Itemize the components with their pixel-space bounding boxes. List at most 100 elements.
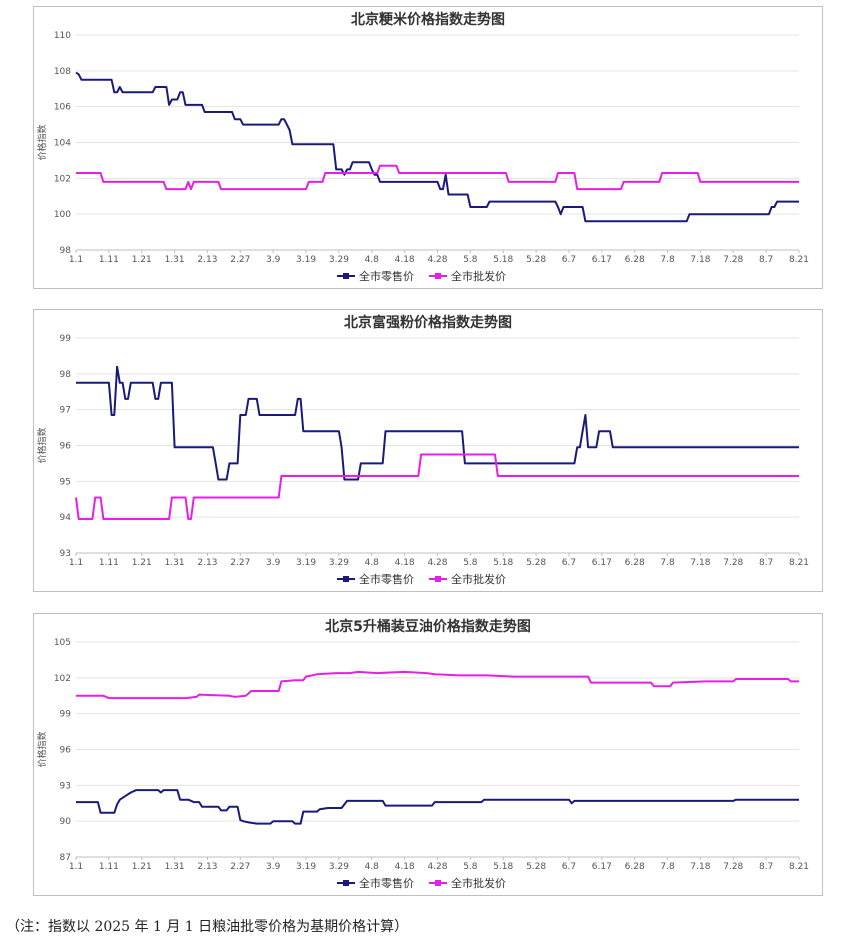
x-tick-label: 8.7 [759,255,773,265]
legend-swatch-marker [435,576,441,582]
x-tick-label: 3.29 [329,558,349,568]
x-tick-label: 8.7 [759,558,773,568]
x-tick-label: 4.18 [395,862,415,872]
x-tick-label: 7.18 [690,255,710,265]
x-tick-label: 4.8 [365,558,380,568]
series-line-wholesale [76,164,799,191]
legend-swatch-marker [435,273,441,279]
x-tick-label: 8.7 [759,862,773,872]
x-tick-label: 2.27 [230,255,250,265]
soybean-oil-price-index-chart: 北京5升桶装豆油价格指数走势图 87 90 93 96 99 102 105 1.1 1.11 1.… [33,613,823,896]
x-tick-label: 6.7 [562,862,576,872]
y-tick-label: 108 [54,67,71,77]
y-tick-label: 110 [54,31,71,41]
legend-label: 全市批发价 [451,876,506,890]
x-tick-label: 5.28 [526,558,546,568]
x-tick-label: 1.21 [132,862,152,872]
x-tick-label: 8.21 [789,558,809,568]
x-tick-label: 7.28 [723,255,743,265]
chart-title: 北京粳米价格指数走势图 [351,11,505,28]
y-tick-label: 93 [60,781,71,791]
x-tick-label: 2.13 [197,558,217,568]
x-tick-label: 8.21 [789,862,809,872]
legend-swatch-marker [343,576,349,582]
x-tick-label: 4.28 [427,558,447,568]
x-tick-label: 5.28 [526,862,546,872]
x-tick-label: 1.31 [165,558,185,568]
legend-label: 全市零售价 [359,876,414,890]
x-tick-label: 7.8 [660,558,675,568]
x-tick-label: 6.17 [592,558,612,568]
x-tick-label: 7.18 [690,558,710,568]
x-tick-label: 3.19 [296,558,316,568]
x-tick-label: 5.8 [463,255,478,265]
x-tick-label: 5.8 [463,862,478,872]
x-tick-label: 7.28 [723,558,743,568]
y-tick-label: 96 [60,746,72,756]
x-tick-label: 5.18 [493,862,513,872]
y-tick-label: 98 [60,370,72,380]
legend-swatch-marker [435,880,441,886]
x-tick-label: 7.8 [660,255,675,265]
x-tick-label: 3.9 [266,558,281,568]
y-tick-label: 94 [60,513,72,523]
series-line-retail [76,365,799,481]
legend-label: 全市批发价 [451,572,506,586]
x-tick-label: 7.18 [690,862,710,872]
x-tick-label: 4.18 [395,255,415,265]
x-tick-label: 4.28 [427,862,447,872]
x-tick-label: 2.27 [230,862,250,872]
y-tick-label: 104 [54,139,71,149]
y-tick-label: 87 [60,853,71,863]
x-tick-label: 5.18 [493,558,513,568]
legend-label: 全市零售价 [359,572,414,586]
y-tick-label: 102 [54,174,71,184]
y-tick-label: 100 [54,210,71,220]
y-tick-label: 98 [60,246,72,256]
rice-price-index-chart: 北京粳米价格指数走势图 98 100 102 104 106 108 110 1.1 1.11 1.… [33,6,823,289]
x-tick-label: 1.1 [69,558,83,568]
x-tick-label: 4.8 [365,255,380,265]
x-tick-label: 7.28 [723,862,743,872]
x-tick-label: 6.7 [562,558,576,568]
y-axis-label: 价格指数 [36,427,48,463]
x-tick-label: 3.29 [329,862,349,872]
legend-label: 全市零售价 [359,269,414,283]
x-tick-label: 1.21 [132,255,152,265]
legend-label: 全市批发价 [451,269,506,283]
x-tick-label: 6.17 [592,862,612,872]
x-tick-label: 1.31 [165,862,185,872]
series-line-retail [76,789,799,825]
footnote: （注：指数以 2025 年 1 月 1 日粮油批零价格为基期价格计算） [6,919,409,935]
x-tick-label: 3.29 [329,255,349,265]
x-tick-label: 1.31 [165,255,185,265]
x-tick-label: 5.18 [493,255,513,265]
flour-price-index-chart: 北京富强粉价格指数走势图 93 94 95 96 97 98 99 1.1 1.11 1.21 1.3… [33,309,823,592]
y-tick-label: 102 [54,674,71,684]
y-tick-label: 93 [60,549,71,559]
x-tick-label: 4.8 [365,862,380,872]
x-tick-label: 6.7 [562,255,576,265]
y-tick-label: 106 [54,103,71,113]
x-tick-label: 4.28 [427,255,447,265]
y-tick-label: 90 [60,817,72,827]
x-tick-label: 1.11 [99,558,119,568]
x-tick-label: 4.18 [395,558,415,568]
y-tick-label: 96 [60,442,72,452]
x-tick-label: 3.19 [296,862,316,872]
x-tick-label: 2.27 [230,558,250,568]
x-tick-label: 8.21 [789,255,809,265]
y-tick-label: 97 [60,406,71,416]
x-tick-label: 1.11 [99,862,119,872]
x-tick-label: 6.28 [625,558,645,568]
x-tick-label: 6.17 [592,255,612,265]
y-tick-label: 95 [60,477,71,487]
x-tick-label: 2.13 [197,255,217,265]
x-tick-label: 6.28 [625,862,645,872]
y-tick-label: 99 [60,710,72,720]
x-tick-label: 1.1 [69,862,83,872]
x-tick-label: 1.11 [99,255,119,265]
series-line-retail [75,71,799,223]
x-tick-label: 7.8 [660,862,675,872]
x-tick-label: 3.9 [266,255,281,265]
